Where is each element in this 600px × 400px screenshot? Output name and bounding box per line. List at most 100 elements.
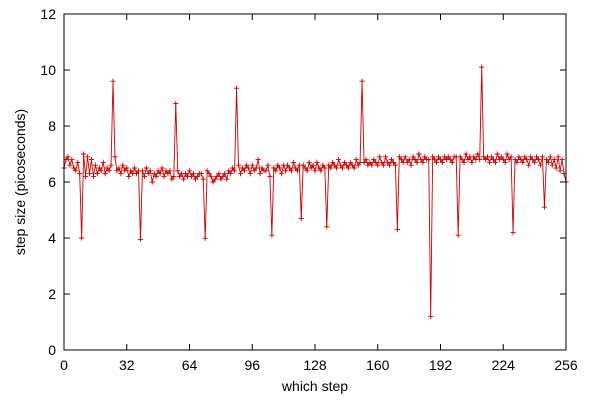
- data-point: [228, 171, 234, 177]
- data-point: [308, 165, 314, 171]
- data-point: [102, 171, 108, 177]
- data-point: [124, 165, 130, 171]
- data-point: [504, 151, 510, 157]
- data-point: [218, 176, 224, 182]
- data-point: [239, 165, 246, 171]
- data-point: [194, 173, 200, 179]
- data-point: [351, 165, 357, 171]
- data-point: [200, 176, 206, 182]
- data-point: [92, 162, 98, 168]
- data-point: [530, 157, 536, 163]
- data-point: [292, 165, 298, 171]
- data-point: [81, 151, 87, 157]
- data-point: [339, 165, 346, 171]
- series-line-0: [63, 67, 567, 317]
- data-point: [459, 157, 465, 163]
- data-point: [522, 154, 528, 160]
- data-point: [161, 173, 167, 179]
- data-point: [537, 162, 544, 168]
- data-point: [216, 171, 222, 177]
- data-point: [506, 157, 512, 163]
- data-point: [373, 159, 379, 165]
- data-point: [98, 168, 104, 174]
- data-point: [277, 165, 283, 171]
- data-point: [384, 159, 391, 165]
- data-point: [304, 168, 310, 174]
- data-point: [243, 162, 249, 168]
- data-point: [94, 171, 100, 177]
- data-point: [543, 157, 549, 163]
- plot-frame: [63, 13, 567, 351]
- data-point: [433, 159, 440, 165]
- data-point: [73, 168, 79, 174]
- data-point: [182, 171, 189, 177]
- data-point: [524, 157, 530, 163]
- data-point: [214, 173, 220, 179]
- data-point: [206, 171, 212, 177]
- data-point: [224, 176, 230, 182]
- data-point: [553, 165, 559, 171]
- data-point: [212, 176, 218, 182]
- data-point: [230, 165, 236, 171]
- data-point: [320, 162, 326, 168]
- data-point: [445, 154, 451, 160]
- data-point: [371, 157, 377, 163]
- data-point: [159, 165, 165, 171]
- data-point: [245, 165, 251, 171]
- data-point: [447, 157, 453, 163]
- data-point: [341, 159, 348, 165]
- data-point: [347, 159, 353, 165]
- data-point: [322, 165, 328, 171]
- x-tick-label: 192: [429, 357, 453, 373]
- data-point: [175, 168, 181, 174]
- data-point: [143, 165, 149, 171]
- data-point: [416, 151, 422, 157]
- data-point: [557, 168, 563, 174]
- data-point: [202, 235, 208, 241]
- data-point: [410, 154, 416, 160]
- data-point: [86, 171, 93, 177]
- data-point: [328, 165, 334, 171]
- data-point: [559, 157, 565, 163]
- data-point: [412, 157, 418, 163]
- data-point: [157, 171, 163, 177]
- data-point: [171, 173, 177, 179]
- data-point: [75, 159, 81, 165]
- data-point: [439, 159, 446, 165]
- data-point: [330, 159, 336, 165]
- data-point: [408, 162, 414, 168]
- data-point: [116, 165, 122, 171]
- data-point: [414, 159, 420, 165]
- data-point: [155, 168, 161, 174]
- data-point: [435, 154, 442, 160]
- data-point: [173, 101, 179, 107]
- data-point: [169, 176, 175, 182]
- data-point: [255, 157, 261, 163]
- data-point: [463, 151, 469, 157]
- data-point: [396, 154, 402, 160]
- data-point: [300, 162, 306, 168]
- y-tick-label: 12: [40, 6, 56, 22]
- data-point: [100, 159, 106, 165]
- data-point: [279, 171, 285, 177]
- data-point: [137, 236, 144, 242]
- data-point: [77, 171, 83, 177]
- data-point: [118, 171, 124, 177]
- data-point: [198, 171, 204, 177]
- data-point: [449, 159, 455, 165]
- data-point: [302, 165, 308, 171]
- data-point: [479, 64, 485, 70]
- data-point: [326, 162, 332, 168]
- data-point: [314, 159, 320, 165]
- data-point: [498, 154, 504, 160]
- data-point: [251, 168, 257, 174]
- data-point: [122, 168, 128, 174]
- data-point: [257, 171, 263, 177]
- data-point: [153, 173, 159, 179]
- data-point: [551, 157, 557, 163]
- data-point: [114, 168, 120, 174]
- data-point: [494, 151, 500, 157]
- x-tick-label: 64: [182, 357, 198, 373]
- data-point: [333, 165, 340, 171]
- data-point: [381, 162, 387, 168]
